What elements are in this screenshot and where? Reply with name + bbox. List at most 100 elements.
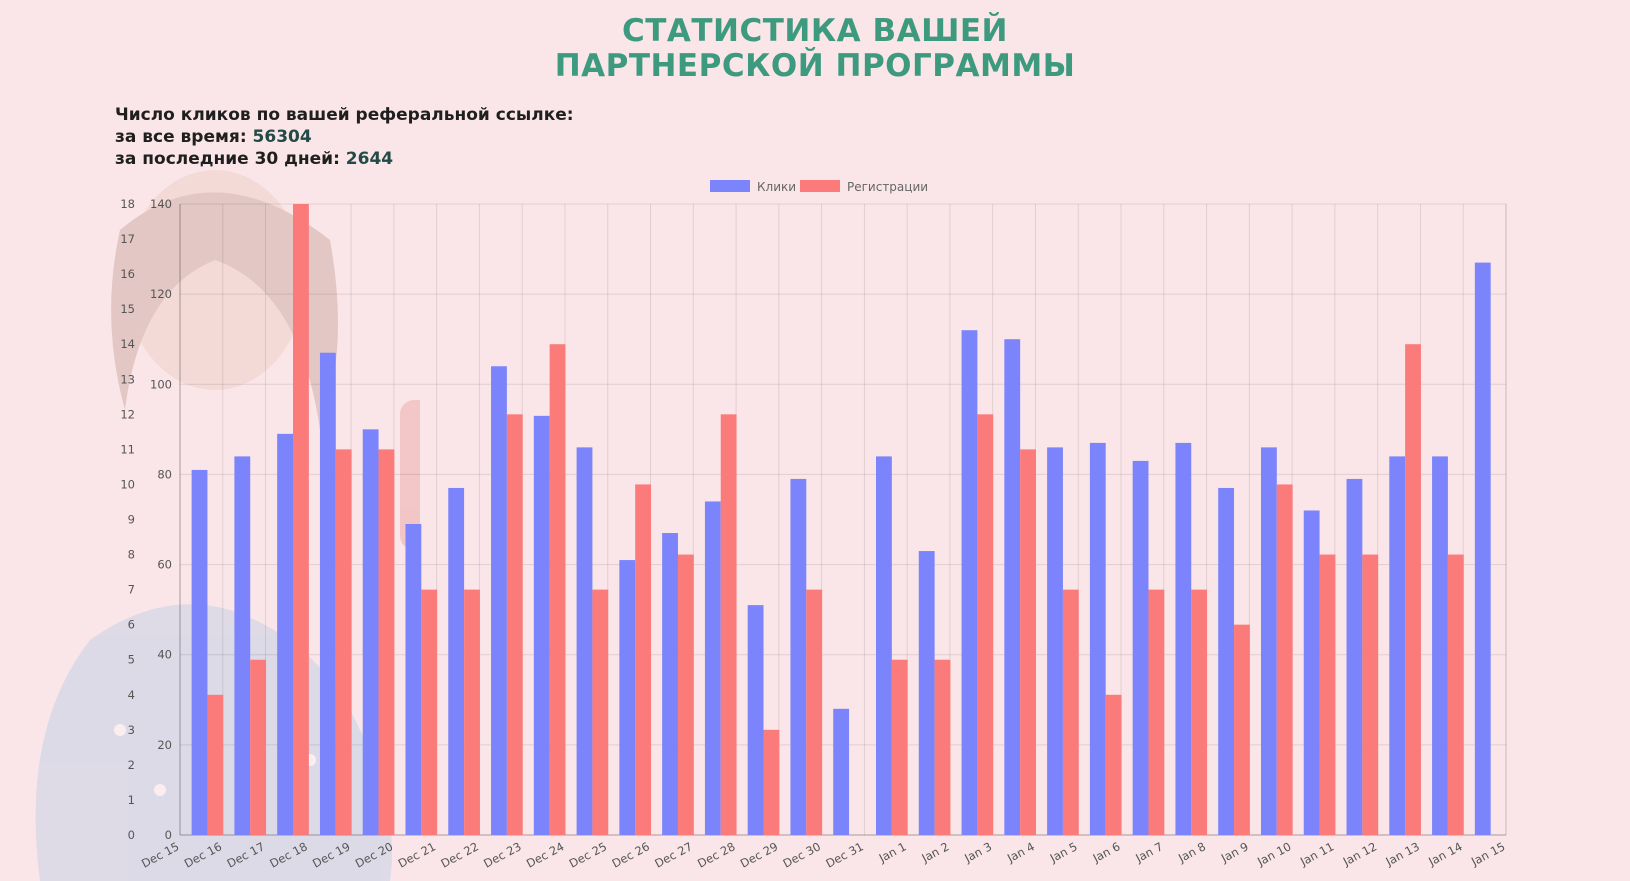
secondary-axis-tick-label: 3 [128,723,135,737]
bar-clicks [1432,456,1448,835]
x-axis-tick-label: Jan 8 [1175,839,1208,865]
secondary-axis-tick-label: 9 [128,513,135,527]
last30-label: за последние 30 дней: [115,149,346,169]
clicks-label: Число кликов по вашей реферальной ссылке… [115,105,574,125]
x-axis-tick-label: Dec 26 [610,839,652,870]
bar-clicks [533,415,550,835]
bar-registrations [1234,624,1250,835]
bar-registrations [977,414,994,835]
x-axis-tick-label: Jan 3 [961,839,994,865]
all-time-value: 56304 [252,127,312,147]
x-axis-tick-label: Dec 18 [267,839,309,870]
stats-block: Число кликов по вашей реферальной ссылке… [115,104,574,170]
bar-clicks [1132,460,1149,835]
x-axis-tick-label: Dec 21 [396,839,438,870]
secondary-axis-tick-label: 12 [120,407,135,421]
legend-label-clicks: Клики [757,180,796,194]
left-axis-tick-label: 80 [157,467,172,481]
secondary-axis-tick-label: 0 [128,828,135,842]
bar-clicks [790,478,807,835]
secondary-axis-tick-label: 2 [128,758,135,772]
bar-registrations [421,589,438,835]
x-axis-tick-label: Dec 19 [310,839,352,870]
bar-clicks [1218,487,1235,835]
all-time-row: за все время: 56304 [115,126,574,148]
secondary-axis-tick-label: 11 [120,442,135,456]
x-axis-tick-label: Jan 9 [1218,839,1251,865]
bar-registrations [1447,554,1464,835]
secondary-axis-tick-label: 16 [120,267,135,281]
bar-clicks [918,551,935,835]
bar-registrations [335,449,352,835]
all-time-label: за все время: [115,127,253,147]
bar-registrations [506,414,523,835]
bar-registrations [1362,554,1379,835]
bar-registrations [378,449,395,835]
legend-swatch-clicks [710,180,750,192]
bar-clicks [1089,442,1106,835]
secondary-axis-tick-label: 10 [120,477,135,491]
x-axis-tick-label: Jan 15 [1468,839,1507,869]
left-axis-tick-label: 0 [165,828,172,842]
bar-registrations [1191,589,1208,835]
secondary-axis-tick-label: 8 [128,548,135,562]
bar-registrations [720,414,737,835]
x-axis-tick-label: Jan 6 [1090,839,1123,865]
x-axis-tick-label: Dec 27 [652,839,694,870]
bar-clicks [876,456,892,835]
title-line-2: ПАРТНЕРСКОЙ ПРОГРАММЫ [554,48,1076,84]
bar-registrations [207,694,224,835]
secondary-axis-tick-label: 4 [128,688,135,702]
bar-registrations [806,589,823,835]
bar-clicks [704,501,721,835]
left-axis-tick-label: 120 [150,287,172,301]
secondary-axis-tick-label: 5 [128,653,135,667]
bar-registrations [250,659,267,835]
x-axis-tick-label: Jan 4 [1004,839,1037,865]
bar-clicks [448,487,465,835]
bar-clicks [961,330,978,835]
last30-row: за последние 30 дней: 2644 [115,148,574,170]
x-axis-tick-label: Dec 22 [438,839,480,870]
bar-clicks [234,456,251,835]
x-axis-tick-label: Dec 24 [524,839,566,870]
bar-registrations [292,204,309,835]
bar-registrations [635,484,652,835]
x-axis-tick-label: Jan 7 [1132,839,1165,865]
x-axis-tick-label: Dec 30 [781,839,823,870]
x-axis-tick-label: Dec 20 [353,839,395,870]
bar-clicks [1047,447,1063,835]
bar-registrations [1276,484,1293,835]
bar-registrations [763,729,780,835]
bar-registrations [1148,589,1165,835]
secondary-axis-tick-label: 14 [120,337,135,351]
bar-registrations [592,589,609,835]
secondary-axis-tick-label: 18 [120,197,135,211]
legend-label-registrations: Регистрации [847,180,928,194]
x-axis-tick-label: Jan 12 [1340,839,1379,869]
bar-registrations [1020,449,1036,835]
x-axis-tick-label: Jan 1 [876,839,909,865]
left-axis-tick-label: 140 [150,197,172,211]
left-axis-tick-label: 40 [157,648,172,662]
x-axis-tick-label: Jan 2 [919,839,952,865]
secondary-axis-tick-label: 6 [128,618,135,632]
bar-registrations [934,659,951,835]
secondary-axis-tick-label: 1 [128,793,135,807]
bar-clicks [833,708,850,835]
bar-registrations [464,589,480,835]
bar-clicks [662,533,678,835]
bar-registrations [891,659,908,835]
x-axis-tick-label: Dec 25 [567,839,609,870]
bar-clicks [619,560,636,835]
secondary-axis-tick-label: 7 [128,583,135,597]
bar-registrations [1405,344,1421,835]
legend-swatch-registrations [800,180,840,192]
x-axis-tick-label: Dec 31 [823,839,865,870]
bar-registrations [1105,694,1122,835]
bar-clicks [405,524,422,835]
secondary-axis-tick-label: 15 [120,302,135,316]
title-line-1: СТАТИСТИКА ВАШЕЙ [622,13,1008,49]
bar-clicks [1346,478,1363,835]
